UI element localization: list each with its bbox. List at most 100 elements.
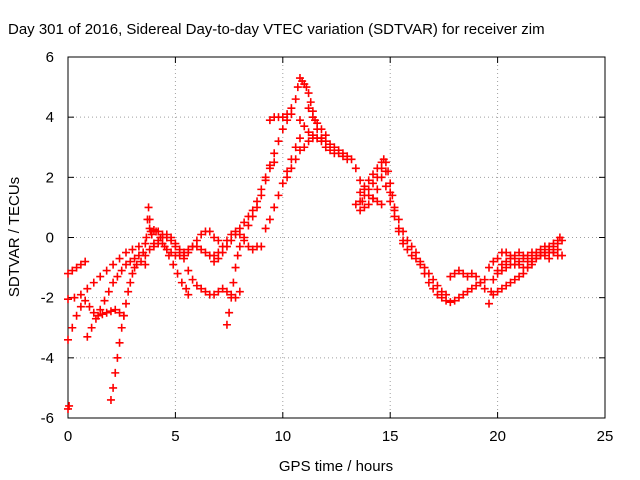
data-point bbox=[115, 338, 124, 347]
data-point bbox=[274, 137, 283, 146]
data-point bbox=[64, 295, 72, 304]
data-point bbox=[291, 155, 300, 164]
data-point bbox=[96, 305, 105, 314]
data-point bbox=[72, 311, 81, 320]
y-tick-label: -2 bbox=[41, 290, 54, 307]
data-point bbox=[119, 311, 128, 320]
data-point bbox=[304, 137, 313, 146]
data-point bbox=[386, 197, 395, 206]
data-point bbox=[109, 383, 118, 392]
data-point bbox=[515, 272, 524, 281]
data-point bbox=[553, 239, 562, 248]
data-point bbox=[403, 245, 412, 254]
data-point bbox=[248, 245, 257, 254]
data-point bbox=[519, 254, 528, 263]
data-point bbox=[399, 239, 408, 248]
data-point bbox=[317, 137, 326, 146]
x-tick-label: 10 bbox=[274, 428, 291, 445]
data-point bbox=[89, 278, 98, 287]
data-point bbox=[210, 290, 219, 299]
data-point bbox=[274, 191, 283, 200]
data-point bbox=[171, 239, 180, 248]
data-point bbox=[121, 299, 130, 308]
data-point bbox=[222, 320, 231, 329]
data-point bbox=[214, 287, 223, 296]
data-point bbox=[381, 167, 390, 176]
data-point bbox=[261, 224, 270, 233]
data-point bbox=[467, 269, 476, 278]
data-point bbox=[373, 197, 382, 206]
data-point bbox=[489, 290, 498, 299]
data-point bbox=[472, 281, 481, 290]
data-point bbox=[519, 269, 528, 278]
data-point bbox=[373, 185, 382, 194]
data-point bbox=[407, 251, 416, 260]
data-point bbox=[476, 278, 485, 287]
data-point bbox=[244, 221, 253, 230]
data-point bbox=[227, 293, 236, 302]
y-axis-label: SDTVAR / TECUs bbox=[6, 177, 23, 297]
data-point bbox=[197, 245, 206, 254]
data-point bbox=[287, 104, 296, 113]
data-point bbox=[121, 248, 130, 257]
axis-ticks: 0 5 10 15 20 25 -6 -4 -2 0 2 4 6 bbox=[41, 49, 614, 445]
data-point bbox=[497, 266, 506, 275]
data-point bbox=[424, 278, 433, 287]
data-point bbox=[201, 248, 210, 257]
data-point bbox=[65, 401, 74, 410]
data-point bbox=[81, 296, 90, 305]
data-point bbox=[420, 263, 429, 272]
data-point bbox=[472, 272, 481, 281]
data-point bbox=[386, 179, 395, 188]
x-tick-label: 0 bbox=[64, 428, 72, 445]
data-point bbox=[91, 314, 100, 323]
data-point bbox=[278, 125, 287, 134]
data-point bbox=[147, 230, 156, 239]
data-point bbox=[227, 236, 236, 245]
data-point bbox=[214, 254, 223, 263]
data-point bbox=[304, 104, 313, 113]
data-point bbox=[197, 284, 206, 293]
data-point bbox=[291, 143, 300, 152]
data-point bbox=[141, 239, 150, 248]
data-point bbox=[182, 284, 191, 293]
data-point bbox=[545, 254, 554, 263]
data-point bbox=[126, 257, 135, 266]
data-point bbox=[540, 251, 549, 260]
data-point bbox=[184, 290, 193, 299]
y-tick-label: -6 bbox=[41, 410, 54, 427]
data-point bbox=[278, 179, 287, 188]
data-point bbox=[167, 233, 176, 242]
data-point bbox=[429, 275, 438, 284]
data-point bbox=[411, 254, 420, 263]
data-point bbox=[293, 83, 302, 92]
data-point bbox=[225, 308, 234, 317]
data-point bbox=[257, 242, 266, 251]
data-point bbox=[111, 305, 120, 314]
x-axis-label: GPS time / hours bbox=[279, 458, 393, 475]
data-point bbox=[214, 236, 223, 245]
data-point bbox=[229, 278, 238, 287]
data-point bbox=[142, 233, 151, 242]
data-point bbox=[313, 119, 322, 128]
data-point bbox=[154, 236, 163, 245]
data-point bbox=[510, 275, 519, 284]
data-point bbox=[377, 158, 386, 167]
data-point bbox=[283, 173, 292, 182]
data-point bbox=[158, 239, 167, 248]
data-point bbox=[291, 95, 300, 104]
data-point bbox=[433, 281, 442, 290]
data-point bbox=[261, 173, 270, 182]
data-point bbox=[549, 248, 558, 257]
data-point bbox=[480, 275, 489, 284]
data-point bbox=[102, 308, 111, 317]
data-point bbox=[169, 260, 178, 269]
data-point bbox=[130, 254, 139, 263]
data-point bbox=[134, 242, 143, 251]
data-point bbox=[68, 266, 77, 275]
data-point bbox=[145, 245, 154, 254]
data-point bbox=[424, 269, 433, 278]
data-point bbox=[485, 263, 494, 272]
y-tick-label: 6 bbox=[46, 49, 54, 66]
data-point bbox=[188, 275, 197, 284]
